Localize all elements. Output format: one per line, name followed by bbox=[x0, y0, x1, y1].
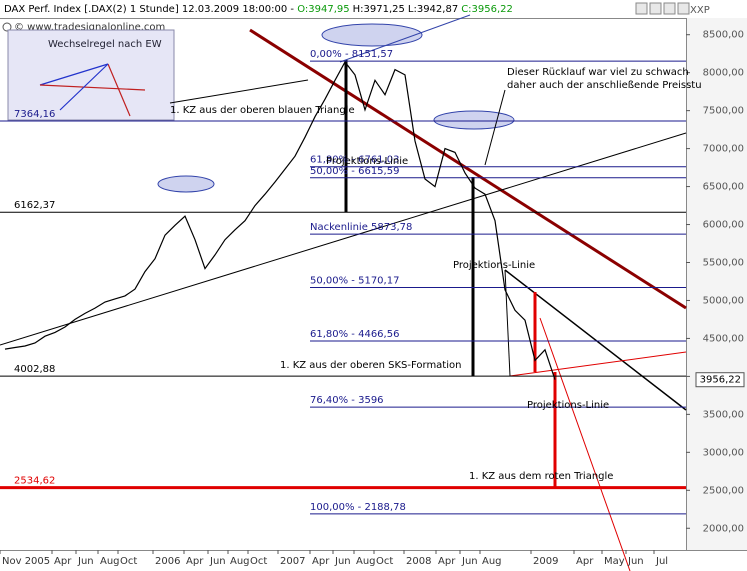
level-label: Nackenlinie 5873,78 bbox=[310, 222, 412, 233]
x-tick-label: May bbox=[604, 556, 625, 567]
x-tick-label: Jun bbox=[334, 556, 351, 567]
trendline bbox=[249, 28, 687, 310]
last-price-box bbox=[695, 372, 745, 388]
annotation: 1. KZ aus der oberen SKS-Formation bbox=[280, 360, 461, 371]
level-label: 0,00% - 8151,57 bbox=[310, 49, 393, 60]
y-tick-label: 2000,00 bbox=[703, 523, 744, 534]
x-tick-label: Apr bbox=[438, 556, 456, 567]
x-tick-label: Jun bbox=[627, 556, 644, 567]
arrow bbox=[484, 89, 506, 166]
trendline bbox=[0, 132, 687, 346]
level-label: 61,80% - 6761,03 bbox=[310, 155, 399, 166]
y-tick-label: 3000,00 bbox=[703, 447, 744, 458]
x-tick-label: 2007 bbox=[280, 556, 305, 567]
x-tick-label: Apr bbox=[54, 556, 72, 567]
ellipse bbox=[157, 175, 215, 193]
y-tick-label: 8000,00 bbox=[703, 68, 744, 79]
ellipse bbox=[321, 23, 423, 47]
y-tick-label: 7000,00 bbox=[703, 144, 744, 155]
annotation: Projektions-Linie bbox=[453, 260, 535, 271]
x-tick-label: Oct bbox=[376, 556, 393, 567]
chart-header: DAX Perf. Index [.DAX(2) 1 Stunde] 12.03… bbox=[4, 4, 513, 15]
arrow bbox=[169, 79, 309, 104]
x-tick-label: Oct bbox=[250, 556, 267, 567]
x-tick-label: Aug bbox=[230, 556, 250, 567]
ohlc: O:3947,95 bbox=[297, 4, 349, 15]
x-tick-label: Oct bbox=[120, 556, 137, 567]
button[interactable] bbox=[649, 2, 662, 15]
x-tick-label: 2008 bbox=[406, 556, 431, 567]
x-tick-label: Jul bbox=[655, 556, 668, 567]
x-tick-label: Apr bbox=[186, 556, 204, 567]
level-label: 61,80% - 4466,56 bbox=[310, 329, 399, 340]
y-tick-label: 5500,00 bbox=[703, 257, 744, 268]
x-tick-label: Nov 2005 bbox=[2, 556, 50, 567]
annotation: Wechselregel nach EW bbox=[48, 39, 162, 50]
ellipse bbox=[433, 110, 515, 130]
inset-box bbox=[7, 29, 175, 121]
source: © www.tradesignalonline.com bbox=[14, 22, 165, 33]
level-label: 50,00% - 6615,59 bbox=[310, 166, 399, 177]
chart-title: DAX Perf. Index [.DAX(2) 1 Stunde] 12.03… bbox=[4, 4, 297, 15]
button[interactable] bbox=[663, 2, 676, 15]
x-tick-label: Apr bbox=[576, 556, 594, 567]
y-tick-label: 8500,00 bbox=[703, 30, 744, 41]
level-label: 76,40% - 3596 bbox=[310, 395, 384, 406]
level-label: 6162,37 bbox=[14, 200, 55, 211]
source-icon bbox=[2, 22, 12, 32]
y-tick-label: 4500,00 bbox=[703, 333, 744, 344]
button[interactable] bbox=[635, 2, 648, 15]
x-tick-label: 2006 bbox=[155, 556, 180, 567]
x-tick-label: Apr bbox=[312, 556, 330, 567]
annotation: daher auch der anschließende Preisstu bbox=[507, 80, 702, 91]
x-axis-panel bbox=[0, 550, 747, 571]
annotation: Dieser Rücklauf war viel zu schwach bbox=[507, 67, 689, 78]
axis-caption: XXP bbox=[690, 5, 710, 16]
y-tick-label: 5000,00 bbox=[703, 295, 744, 306]
trendline bbox=[539, 317, 631, 571]
arrow bbox=[339, 14, 471, 63]
x-tick-label: 2009 bbox=[533, 556, 558, 567]
level-label: 100,00% - 2188,78 bbox=[310, 502, 406, 513]
x-tick-label: Jun bbox=[209, 556, 226, 567]
x-tick-label: Jun bbox=[461, 556, 478, 567]
level-label: 50,00% - 5170,17 bbox=[310, 276, 399, 287]
ohlc: C:3956,22 bbox=[461, 4, 513, 15]
inset-line bbox=[59, 63, 109, 111]
inset-line bbox=[39, 63, 109, 86]
window-buttons bbox=[635, 2, 690, 15]
price-line bbox=[4, 60, 556, 380]
y-tick-label: 7500,00 bbox=[703, 106, 744, 117]
level-label: 2534,62 bbox=[14, 476, 55, 487]
drawings bbox=[0, 14, 687, 571]
last-price-label: 3956,22 bbox=[700, 375, 741, 386]
axis-panel bbox=[686, 18, 747, 550]
x-tick-label: Aug bbox=[482, 556, 502, 567]
y-tick-label: 3500,00 bbox=[703, 409, 744, 420]
x-tick-label: Aug bbox=[356, 556, 376, 567]
annotation: Projektions-Linie bbox=[527, 400, 609, 411]
inset-line bbox=[39, 84, 146, 91]
button[interactable] bbox=[677, 2, 690, 15]
x-tick-label: Jun bbox=[77, 556, 94, 567]
y-tick-label: 2500,00 bbox=[703, 485, 744, 496]
y-tick-label: 6000,00 bbox=[703, 220, 744, 231]
x-tick-label: Aug bbox=[100, 556, 120, 567]
annotation: 1. KZ aus der oberen blauen Triangle bbox=[170, 105, 355, 116]
ohlc: H:3971,25 bbox=[353, 4, 405, 15]
level-label: 4002,88 bbox=[14, 364, 55, 375]
annotation: Projektions-Linie bbox=[326, 156, 408, 167]
level-label: 7364,16 bbox=[14, 109, 55, 120]
trendline bbox=[509, 351, 687, 377]
ohlc: L:3942,87 bbox=[408, 4, 458, 15]
annotation: 1. KZ aus dem roten Triangle bbox=[469, 471, 613, 482]
y-tick-label: 6500,00 bbox=[703, 182, 744, 193]
inset-line bbox=[107, 63, 131, 117]
inset bbox=[7, 29, 175, 121]
